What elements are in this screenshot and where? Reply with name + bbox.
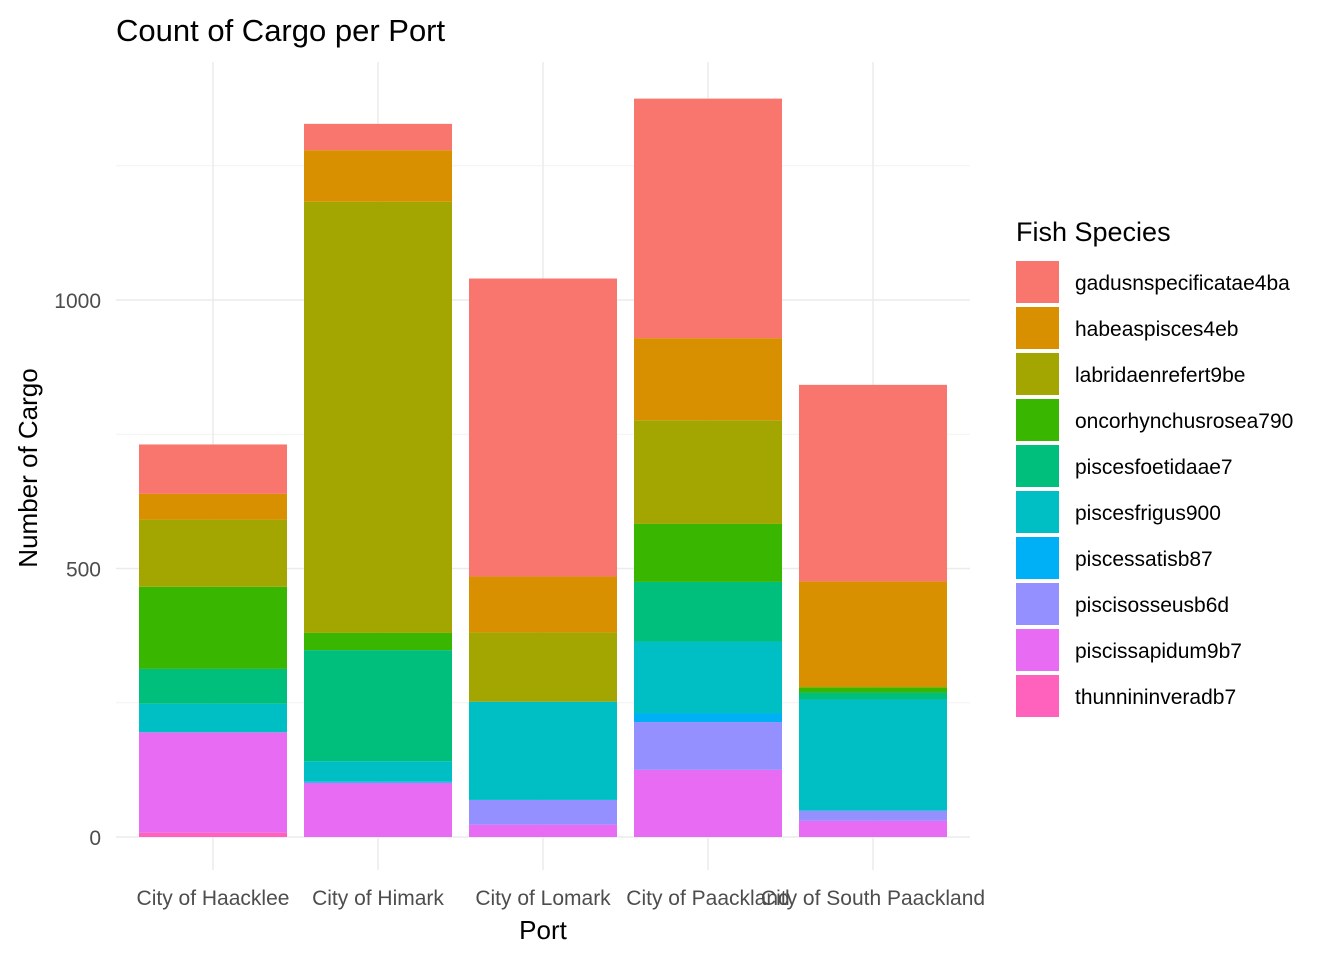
legend-key (1016, 629, 1059, 671)
bar-segment (469, 278, 617, 577)
chart-title: Count of Cargo per Port (116, 13, 446, 48)
bar-segment (139, 519, 287, 587)
y-tick-label: 1000 (54, 290, 101, 313)
legend-key (1016, 353, 1059, 395)
bar-segment (139, 444, 287, 494)
x-axis-title: Port (519, 915, 567, 945)
x-tick-label: City of South Paackland (761, 887, 985, 910)
legend-label: thunnininveradb7 (1075, 686, 1236, 709)
bar-segment (634, 98, 782, 339)
legend-title: Fish Species (1016, 217, 1171, 247)
bar-segment (469, 701, 617, 800)
bar-segment (469, 632, 617, 702)
y-axis-ticks: 0 500 1000 (54, 290, 101, 850)
legend-label: piscessatisb87 (1075, 548, 1213, 571)
y-axis-title: Number of Cargo (13, 368, 43, 567)
bar-segment (139, 668, 287, 704)
y-tick-label: 0 (89, 827, 101, 850)
x-tick-label: City of Paackland (626, 887, 789, 910)
legend-key (1016, 537, 1059, 579)
bars (139, 98, 947, 837)
x-tick-label: City of Haacklee (137, 887, 290, 910)
legend-label: piscesfoetidaae7 (1075, 456, 1233, 479)
bar-segment (139, 732, 287, 833)
legend-label: piscesfrigus900 (1075, 502, 1221, 525)
bar-segment (634, 713, 782, 723)
bar-segment (304, 761, 452, 782)
bar-segment (799, 699, 947, 811)
bar-segment (139, 493, 287, 520)
y-tick-label: 500 (66, 559, 101, 582)
bar-segment (799, 820, 947, 837)
bar-segment (799, 810, 947, 821)
legend-key (1016, 445, 1059, 487)
bar-segment (634, 769, 782, 837)
bar-segment (634, 420, 782, 524)
legend-label: labridaenrefert9be (1075, 364, 1245, 387)
legend: Fish Species gadusnspecificatae4ba habeas… (1016, 217, 1293, 717)
bar-segment (469, 799, 617, 825)
bar-segment (304, 632, 452, 651)
bar-segment (799, 384, 947, 582)
bar-segment (304, 123, 452, 151)
bar-segment (634, 581, 782, 642)
legend-key (1016, 491, 1059, 533)
bar-segment (634, 641, 782, 714)
legend-label: gadusnspecificatae4ba (1075, 272, 1290, 295)
bar-segment (304, 650, 452, 762)
bar-segment (139, 586, 287, 669)
legend-key (1016, 675, 1059, 717)
bar-segment (304, 201, 452, 633)
bar-segment (469, 576, 617, 633)
legend-key (1016, 583, 1059, 625)
bar-segment (469, 824, 617, 837)
legend-key (1016, 399, 1059, 441)
bar-segment (799, 687, 947, 693)
legend-label: piscissapidum9b7 (1075, 640, 1242, 663)
legend-label: oncorhynchusrosea790 (1075, 410, 1293, 433)
bar-segment (634, 523, 782, 582)
legend-label: habeaspisces4eb (1075, 318, 1238, 341)
bar-segment (799, 692, 947, 700)
bar-segment (139, 703, 287, 733)
bar-segment (799, 581, 947, 688)
x-tick-label: City of Himark (312, 887, 444, 910)
bar-segment (304, 150, 452, 202)
bar-segment (304, 781, 452, 783)
legend-key (1016, 307, 1059, 349)
legend-label: piscisosseusb6d (1075, 594, 1229, 617)
legend-key (1016, 261, 1059, 303)
x-tick-label: City of Lomark (475, 887, 611, 910)
x-axis-ticks: City of Haacklee City of Himark City of Lo… (137, 887, 986, 910)
bar-segment (634, 722, 782, 770)
bar-segment (139, 832, 287, 837)
bar-segment (634, 338, 782, 421)
bar-segment (304, 782, 452, 837)
